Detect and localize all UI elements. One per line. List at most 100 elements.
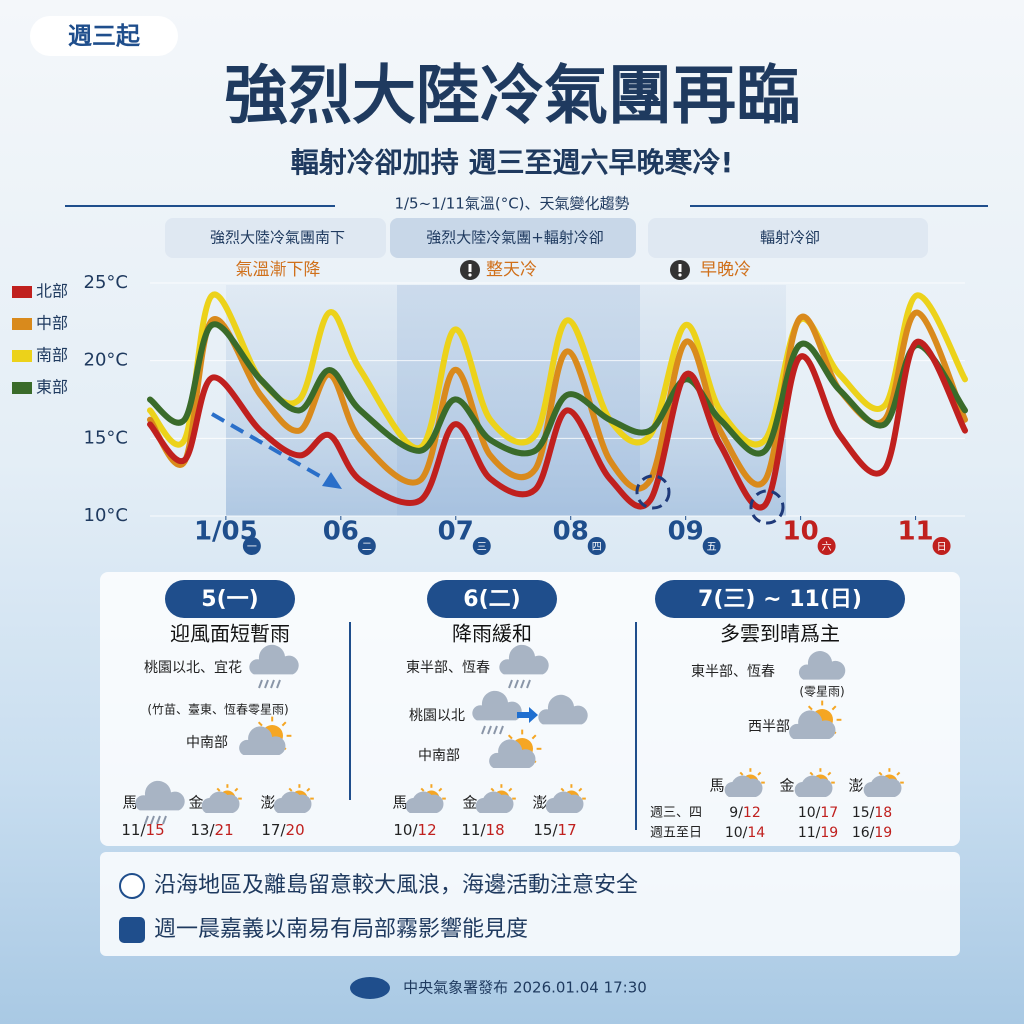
y-tick-label: 15°C [84,427,128,448]
temp-low: 10 [725,825,743,841]
weekday-badge [702,537,721,555]
weekday: 一 [247,542,257,553]
sun-ray [216,787,221,792]
sun-ray [438,787,443,792]
temp-low: 13 [190,821,209,839]
phase-box [165,218,386,258]
rain-icon [258,679,263,689]
temp-low: 10 [393,821,412,839]
island-temp: 11/15 [121,821,164,839]
sun-ray [288,787,293,792]
region: (竹苗、臺東、恆春零星雨) [147,702,288,717]
sun-ray [508,787,513,792]
temp-sep: / [816,805,821,821]
island-name: 澎 [532,794,547,812]
sun-ray [831,705,837,711]
sun-ray [507,734,513,740]
rain-icon [493,725,498,735]
note: 週一晨嘉義以南易有局部霧影響能見度 [154,917,528,942]
cloud-icon [798,651,846,680]
cloud-icon [201,791,240,813]
legend-label: 南部 [36,346,68,365]
weekday-badge [472,537,491,555]
region: 桃園以北 [409,708,465,724]
temp-low: 11 [798,825,816,841]
cloud-icon [273,791,312,813]
temp-sep: / [280,821,286,839]
rain-icon [508,679,513,689]
island-name: 馬 [392,794,407,812]
island-name: 金 [188,794,203,812]
rain-icon [520,679,525,689]
cloud-icon [405,791,444,813]
island-name: 澎 [260,794,275,812]
subtitle: 輻射冷卻加持 週三至週六早晚寒冷! [291,146,734,179]
temp-low: 15 [533,821,552,839]
island-temp: 11/18 [461,821,504,839]
weekday-badge [242,537,261,555]
rain-icon [150,815,155,825]
badge-text: 週三起 [68,22,141,50]
badge [30,16,178,56]
weekday: 日 [937,542,947,553]
row-label: 週三、四 [650,806,702,821]
legend-label: 東部 [36,378,68,397]
temp-high: 19 [820,825,838,841]
rain-icon [526,679,531,689]
temp-sep: / [412,821,418,839]
island-temp: 10/14 [725,825,765,841]
row-label: 週五至日 [650,826,702,841]
rain-icon [487,725,492,735]
x-tick-label: 09 [668,517,704,547]
temp-high: 17 [820,805,838,821]
temp-high: 18 [874,805,892,821]
temp-high: 12 [743,805,761,821]
rain-icon [514,679,519,689]
rain-icon [270,679,275,689]
weekday: 二 [362,542,372,553]
rain-icon [162,815,167,825]
note-icon [119,873,145,899]
rain-icon [499,725,504,735]
cloud-icon [239,726,286,755]
weekday-badge [817,537,836,555]
cloud-icon [724,775,763,797]
cloud-icon [489,739,536,768]
y-tick-label: 10°C [84,505,128,526]
island-name: 馬 [709,777,724,795]
sun-ray [827,771,832,776]
x-tick-label: 08 [553,517,589,547]
weekday-badge [357,537,376,555]
sun-ray [809,771,814,776]
day-title: 7(三) ~ 11(日) [698,587,862,612]
sun-ray [531,734,537,740]
sun-ray [757,771,762,776]
island-temp: 17/20 [261,821,304,839]
cold-marker [635,474,671,510]
temp-sep: / [552,821,558,839]
weekday: 三 [477,542,487,553]
alert-icon [468,264,472,272]
chart-title: 1/5~1/11氣溫(°C)、天氣變化趨勢 [394,195,629,213]
cloud-icon [545,791,584,813]
sun-ray [234,787,239,792]
footer: 中央氣象署發布 2026.01.04 17:30 [403,979,647,997]
temp-low: 10 [798,805,816,821]
notes-box [100,852,960,956]
temp-high: 21 [215,821,234,839]
annotation: 早晚冷 [700,260,751,280]
note: 沿海地區及離島留意較大風浪，海邊活動注意安全 [154,873,638,898]
island-name: 馬 [122,794,137,812]
island-name: 金 [462,794,477,812]
legend-swatch [12,318,32,330]
headline: 降雨緩和 [452,622,532,646]
temp-sep: / [743,825,748,841]
rain-icon [144,815,149,825]
region: 東半部、恆春 [691,664,775,680]
sun-ray [578,787,583,792]
cloud-icon [538,694,588,725]
region: (零星雨) [799,685,844,699]
note-icon [119,917,145,943]
cloud-icon [499,644,549,675]
